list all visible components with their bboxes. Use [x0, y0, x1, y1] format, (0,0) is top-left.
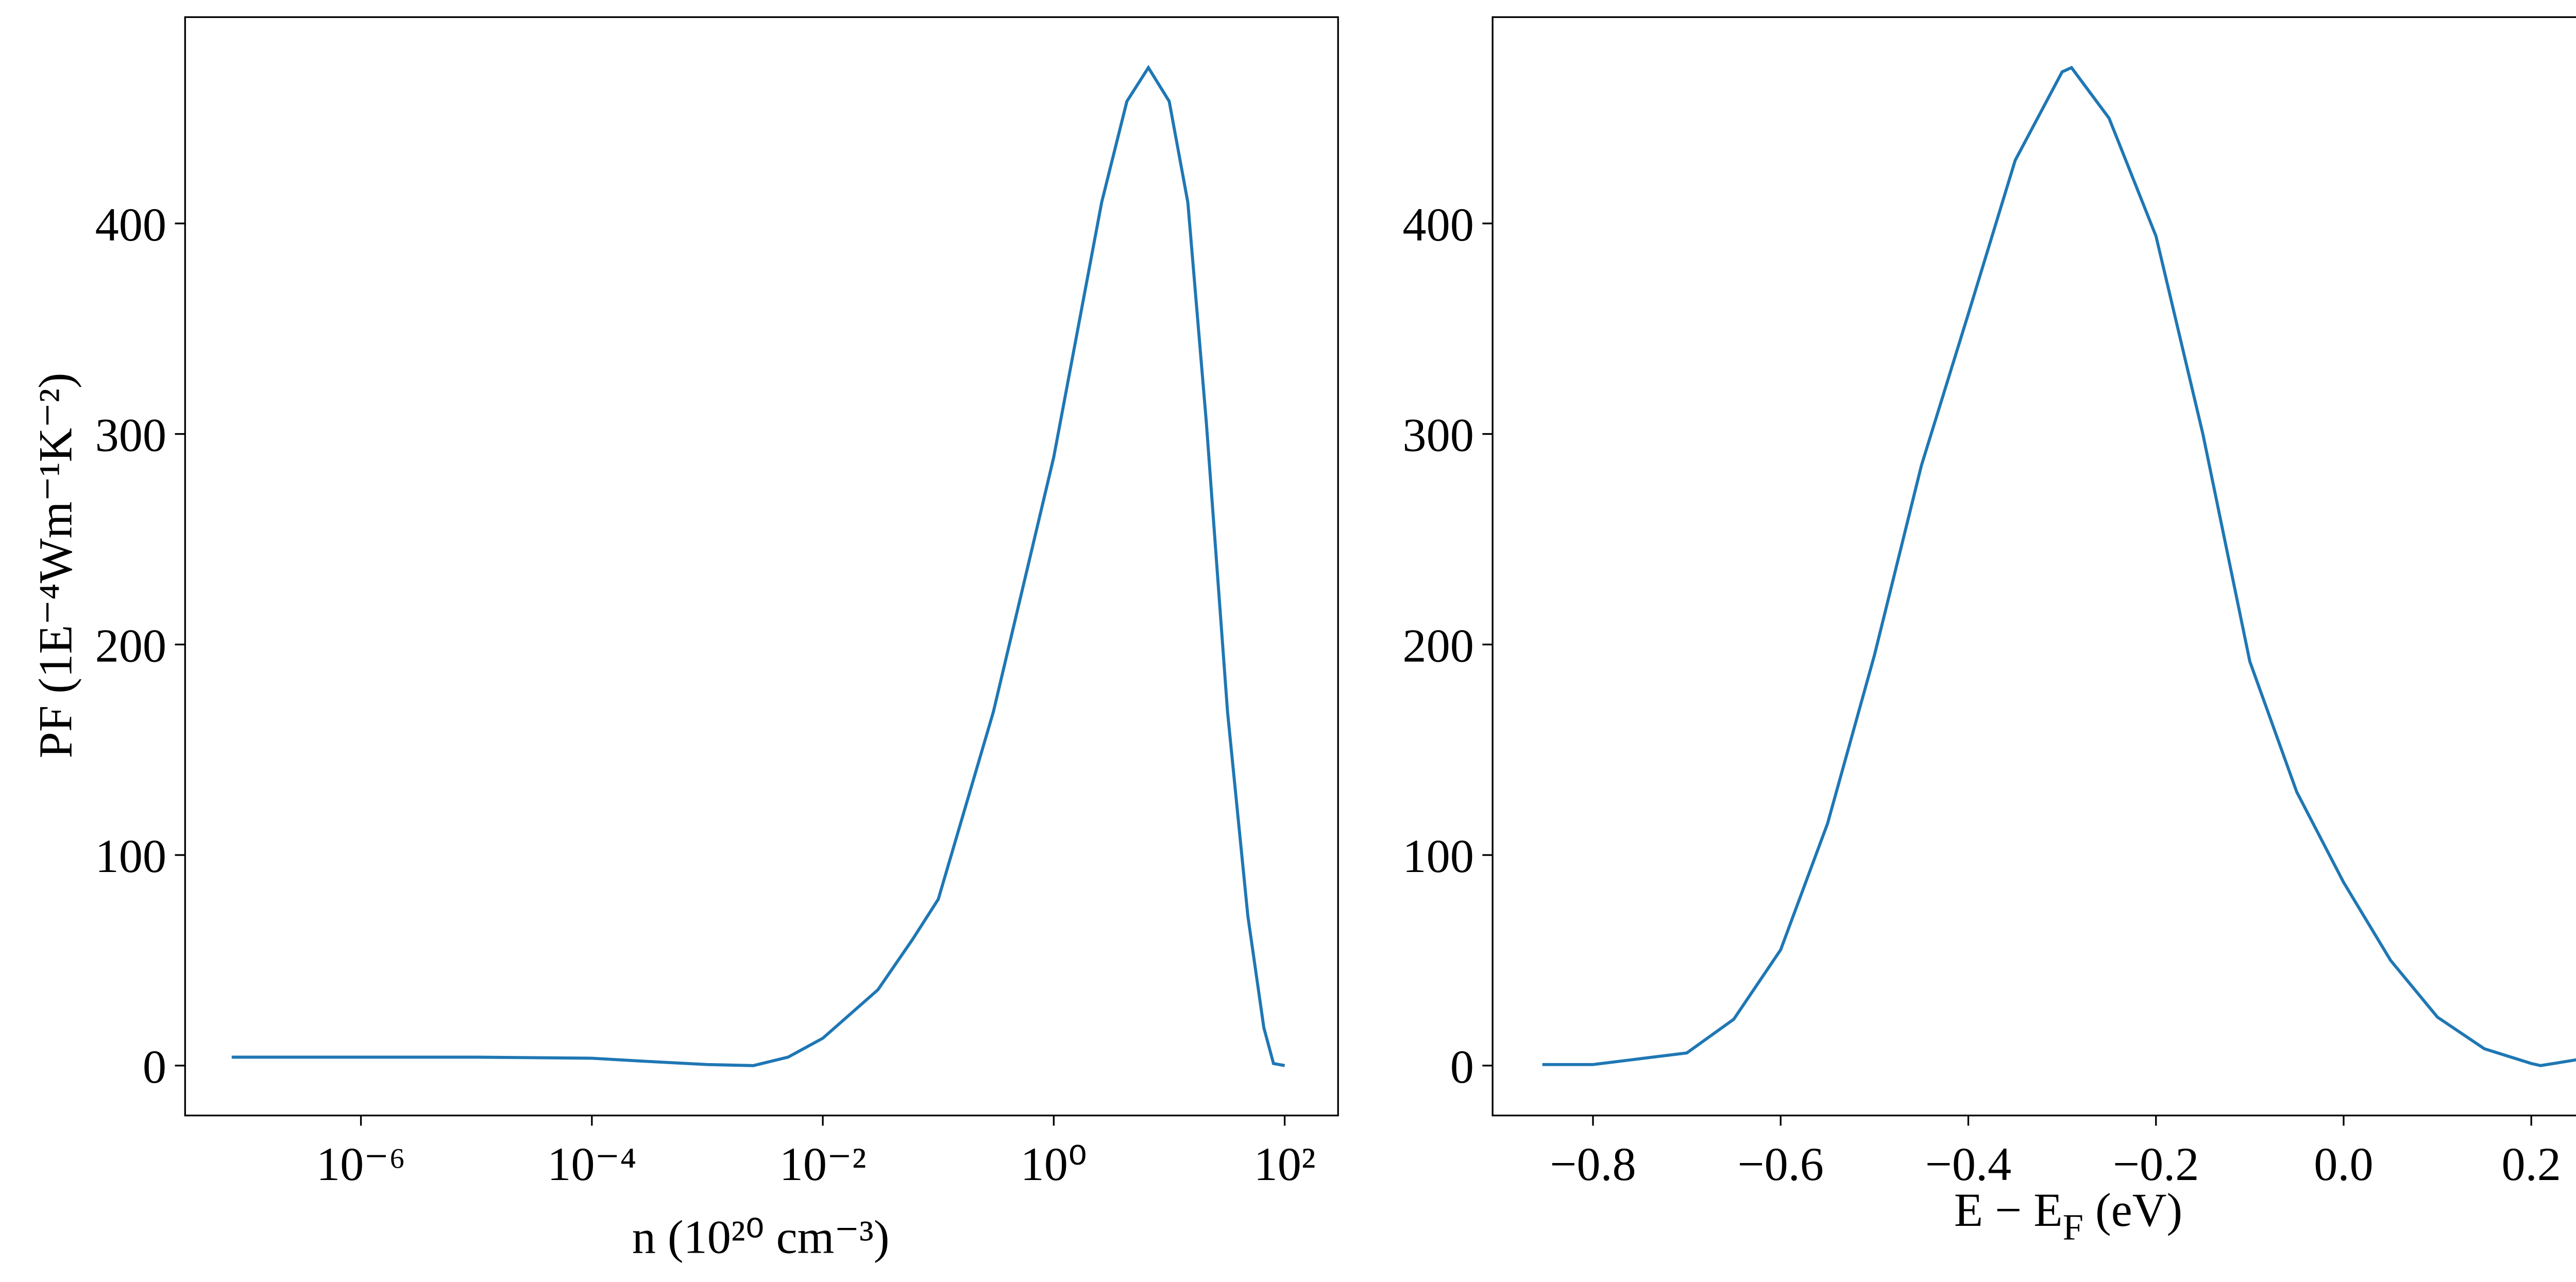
y-tick-label: 200 [1402, 619, 1473, 672]
data-line [231, 64, 1285, 1067]
axes-frame [184, 16, 1339, 1117]
y-tick-label: 200 [95, 619, 166, 672]
x-axis-label: E − EF (eV) [1954, 1184, 2182, 1247]
y-tick-label: 300 [1402, 409, 1473, 461]
x-tick-label: 10² [1254, 1138, 1316, 1190]
data-line [1542, 65, 2576, 1067]
x-axis-label-part: (eV) [2083, 1184, 2182, 1236]
x-tick-label: −0.4 [1925, 1138, 2011, 1190]
x-axis-label: n (10²⁰ cm⁻³) [632, 1211, 890, 1263]
y-axis-label: PF (1E⁻⁴Wm⁻¹K⁻²) [29, 372, 81, 758]
y-tick-label: 400 [95, 198, 166, 251]
axes-frame [1492, 16, 2576, 1117]
x-tick-label: −0.2 [2113, 1138, 2199, 1190]
x-tick-label: 10⁻² [779, 1138, 867, 1190]
x-tick-label: −0.6 [1738, 1138, 1824, 1190]
y-tick-label: 0 [1450, 1040, 1474, 1093]
x-axis-label-part: E − E [1954, 1184, 2063, 1236]
y-tick-label: 100 [95, 830, 166, 882]
x-tick-label: 10⁰ [1021, 1138, 1087, 1190]
y-tick-label: 400 [1402, 198, 1473, 251]
x-tick-label: −0.8 [1550, 1138, 1636, 1190]
x-tick-label: 0.2 [2502, 1138, 2561, 1190]
y-tick-label: 0 [143, 1040, 166, 1093]
x-tick-label: 0.0 [2314, 1138, 2373, 1190]
y-tick-label: 100 [1402, 830, 1473, 882]
x-tick-label: 10⁻⁴ [547, 1138, 636, 1190]
x-tick-label: 10⁻⁶ [316, 1138, 405, 1190]
x-axis-label-subscript: F [2063, 1206, 2083, 1247]
y-tick-label: 300 [95, 409, 166, 461]
